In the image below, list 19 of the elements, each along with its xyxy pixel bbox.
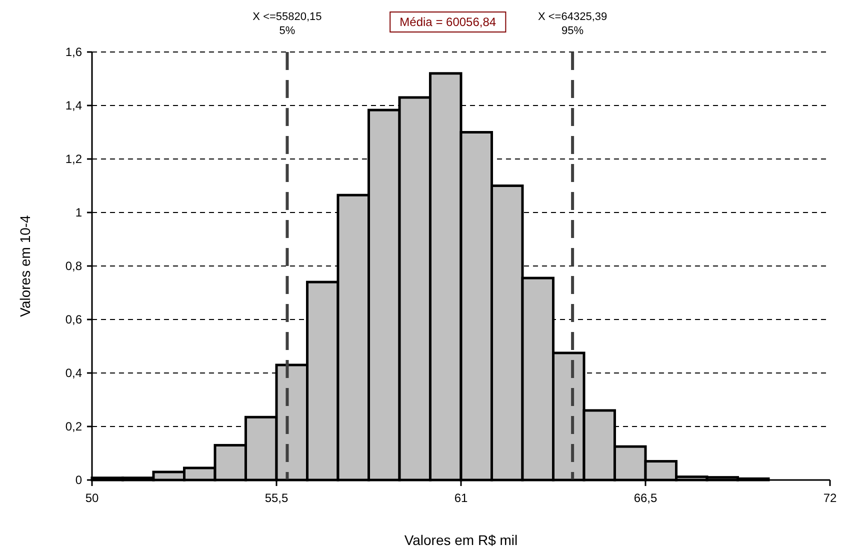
ref-line-label: X <=55820,15 5% xyxy=(252,11,322,37)
y-tick-label: 0,6 xyxy=(65,312,82,326)
x-tick-label: 61 xyxy=(454,491,468,505)
y-tick-label: 0,2 xyxy=(65,420,82,434)
x-tick-label: 50 xyxy=(85,491,99,505)
x-tick-label: 72 xyxy=(823,491,837,505)
ref-line-label: X <=64325,39 95% xyxy=(538,11,608,37)
y-tick-label: 0,4 xyxy=(65,366,82,380)
y-tick-label: 1 xyxy=(75,206,82,220)
y-tick-label: 0,8 xyxy=(65,259,82,273)
y-tick-label: 1,2 xyxy=(65,152,82,166)
y-axis-title: Valores em 10-4 xyxy=(17,214,33,317)
y-tick-label: 1,4 xyxy=(65,98,82,112)
y-tick-label: 1,6 xyxy=(65,45,82,59)
x-tick-label: 55,5 xyxy=(264,491,288,505)
x-tick-label: 66,5 xyxy=(634,491,658,505)
text: Média = 60056,84 xyxy=(400,15,496,29)
x-axis-title: Valores em R$ mil xyxy=(404,532,518,548)
y-tick-label: 0 xyxy=(75,473,82,487)
